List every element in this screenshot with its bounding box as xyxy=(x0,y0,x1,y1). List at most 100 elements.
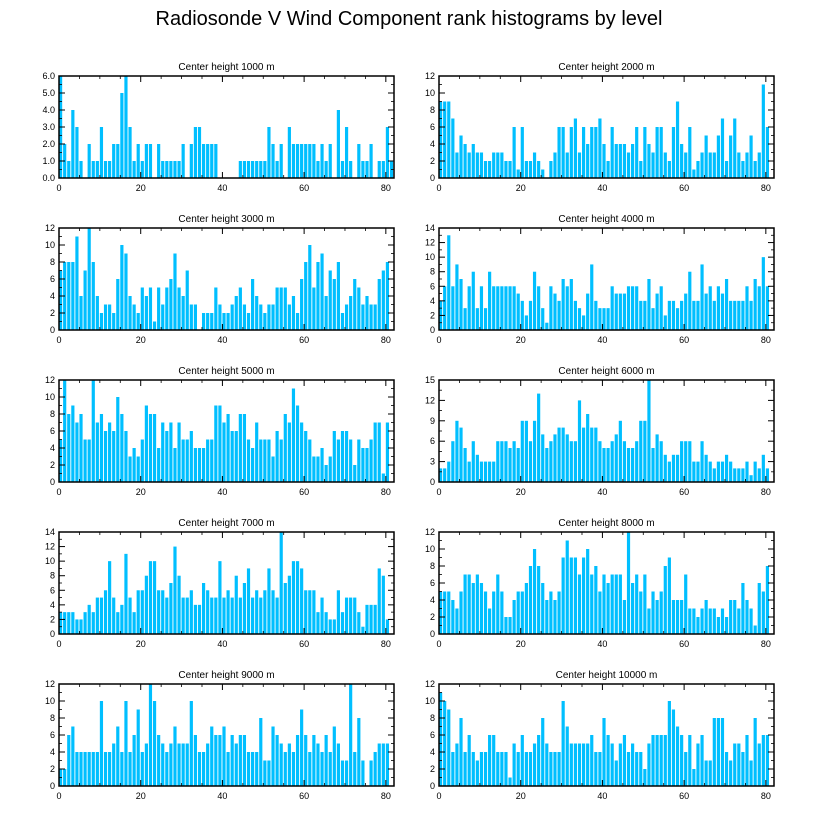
histogram-bar xyxy=(238,735,242,786)
histogram-bar xyxy=(324,296,328,330)
histogram-bar xyxy=(246,313,251,330)
histogram-bar xyxy=(324,161,328,178)
histogram-bar xyxy=(488,461,492,482)
x-tick-label: 40 xyxy=(597,791,607,801)
histogram-bar xyxy=(688,441,692,482)
x-tick-label: 40 xyxy=(597,487,607,497)
histogram-bar xyxy=(255,161,259,178)
histogram-bar xyxy=(459,591,463,634)
histogram-bar xyxy=(300,279,304,330)
histogram-bar xyxy=(275,287,279,330)
histogram-bar xyxy=(761,591,765,634)
histogram-bar xyxy=(300,422,304,482)
histogram-bar xyxy=(712,300,716,330)
histogram-bar xyxy=(696,743,700,786)
y-tick-label: 2 xyxy=(430,156,435,166)
histogram-bar xyxy=(67,414,71,482)
histogram-bar xyxy=(295,735,300,786)
histogram-bar xyxy=(242,735,247,786)
histogram-bar xyxy=(361,304,365,330)
histogram-bar xyxy=(610,441,614,482)
x-tick-label: 80 xyxy=(761,639,771,649)
histogram-bar xyxy=(332,431,336,482)
histogram-bar xyxy=(765,468,770,482)
histogram-bar xyxy=(720,718,725,786)
histogram-bar xyxy=(259,718,263,786)
y-tick-label: 0 xyxy=(430,781,435,791)
histogram-bar xyxy=(320,448,324,482)
histogram-bar xyxy=(471,441,475,482)
histogram-bar xyxy=(520,420,524,482)
histogram-bar xyxy=(541,583,545,634)
histogram-bar xyxy=(602,718,606,786)
histogram-bar xyxy=(569,441,573,482)
histogram-panel: Center height 2000 m 0 20 40 60 80 0 2 4 6 8 10 12 xyxy=(425,62,775,193)
histogram-bar xyxy=(275,597,279,634)
histogram-bar xyxy=(512,600,516,634)
histogram-bar xyxy=(573,743,578,786)
histogram-bar xyxy=(312,735,316,786)
histogram-bar xyxy=(463,752,467,786)
histogram-bar xyxy=(124,701,128,786)
histogram-bar xyxy=(577,308,582,330)
histogram-bar xyxy=(479,461,484,482)
y-tick-label: 10 xyxy=(45,240,55,250)
histogram-bar xyxy=(688,271,692,330)
histogram-bar xyxy=(140,161,144,178)
histogram-bar xyxy=(590,574,594,634)
histogram-bar xyxy=(83,270,87,330)
x-tick-label: 40 xyxy=(597,183,607,193)
x-tick-label: 40 xyxy=(217,183,227,193)
histogram-bar xyxy=(99,313,104,330)
y-tick-label: 6 xyxy=(430,122,435,132)
histogram-bar xyxy=(500,752,504,786)
histogram-bar xyxy=(242,583,247,634)
histogram-bar xyxy=(259,439,263,482)
histogram-bar xyxy=(447,461,451,482)
histogram-bar xyxy=(83,752,87,786)
histogram-bar xyxy=(103,752,108,786)
histogram-bar xyxy=(471,144,475,178)
y-tick-label: 8 xyxy=(50,571,55,581)
histogram-bar xyxy=(439,101,443,178)
histogram-bar xyxy=(120,245,124,330)
histogram-bar xyxy=(671,600,676,634)
histogram-bar xyxy=(561,427,565,482)
histogram-bar xyxy=(598,752,602,786)
histogram-bar xyxy=(152,321,157,330)
histogram-bar xyxy=(720,608,725,634)
histogram-bar xyxy=(724,454,729,482)
histogram-bar xyxy=(528,300,533,330)
histogram-bar xyxy=(161,304,165,330)
histogram-bar xyxy=(222,597,226,634)
histogram-bar xyxy=(124,253,128,330)
histogram-bar xyxy=(524,161,528,178)
histogram-bar xyxy=(255,422,259,482)
histogram-bar xyxy=(181,144,185,178)
histogram-bar xyxy=(700,264,704,330)
histogram-bar xyxy=(684,152,688,178)
histogram-bar xyxy=(124,553,128,634)
histogram-bar xyxy=(483,161,488,178)
histogram-bar xyxy=(561,127,565,178)
histogram-bar xyxy=(320,752,324,786)
histogram-bar xyxy=(626,152,631,178)
histogram-bar xyxy=(463,144,467,178)
histogram-bar xyxy=(108,422,112,482)
x-tick-label: 0 xyxy=(56,639,61,649)
histogram-bar xyxy=(144,405,148,482)
histogram-bar xyxy=(528,566,533,634)
histogram-bar xyxy=(553,293,557,330)
histogram-bar xyxy=(749,300,753,330)
y-tick-label: 6 xyxy=(430,281,435,291)
histogram-bar xyxy=(692,300,696,330)
histogram-bar xyxy=(320,144,324,178)
histogram-bar xyxy=(626,532,631,634)
panel-title: Center height 2000 m xyxy=(558,62,654,73)
histogram-bar xyxy=(737,743,741,786)
x-tick-label: 0 xyxy=(56,791,61,801)
histogram-bar xyxy=(720,293,725,330)
y-tick-label: 2 xyxy=(430,612,435,622)
histogram-bar xyxy=(291,296,296,330)
x-tick-label: 60 xyxy=(679,487,689,497)
